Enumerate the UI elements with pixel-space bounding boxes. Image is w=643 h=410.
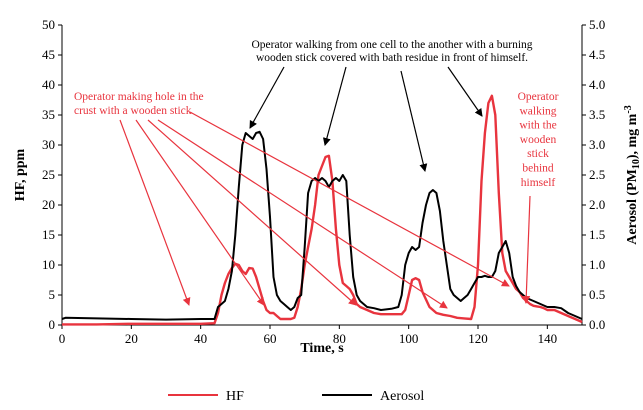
arrow-black-3 [400,70,428,172]
right-tick-label: 1.0 [589,257,605,272]
annotation-black-line-1: Operator walking from one cell to the an… [251,39,532,51]
x-tick-label: 140 [538,331,558,346]
annotation-arrows [119,66,531,309]
left-tick-label: 25 [42,167,55,182]
axes: 0 5 10 15 20 25 30 35 40 45 50 0.0 0.5 1.0 1.5 2.0 2.5 3.… [13,17,642,356]
left-tick-label: 35 [42,107,55,122]
annotation-red-right-line: behind [522,163,554,175]
right-tick-label: 2.0 [589,197,605,212]
right-tick-label: 1.5 [589,227,605,242]
left-tick-label: 0 [49,317,56,332]
arrow-red-4 [157,119,448,309]
legend-label-aerosol: Aerosol [380,389,424,404]
arrow-black-1 [249,66,285,129]
arrow-red-5 [189,111,510,287]
left-tick-label: 15 [42,227,55,242]
x-tick-label: 80 [333,331,346,346]
x-tick-label: 120 [468,331,488,346]
left-tick-label: 5 [49,287,56,302]
right-tick-label: 4.5 [589,47,605,62]
left-tick-label: 45 [42,47,55,62]
arrow-red-6 [522,195,531,304]
annotation-red-right-line: walking [519,105,556,117]
annotation-red-left-line-1: Operator making hole in the [74,91,204,103]
legend: HF Aerosol [168,389,424,404]
left-tick-label: 30 [42,137,55,152]
right-tick-label: 5.0 [589,17,605,32]
annotation-red-right-line: Operator [518,91,559,103]
x-tick-label: 20 [125,331,138,346]
left-tick-label: 40 [42,77,55,92]
annotation-black-line-2: wooden stick covered with bath residue i… [256,52,528,64]
right-tick-label: 2.5 [589,167,605,182]
series-line-aerosol [61,130,583,321]
series-line-hf [62,94,583,326]
annotation-red-right-line: wooden [520,134,557,146]
arrow-black-4 [447,66,483,117]
right-tick-label: 0.5 [589,287,605,302]
arrow-red-1 [119,119,191,306]
left-tick-label: 50 [42,17,55,32]
annotation-red-left-line-2: crust with a wooden stick [74,105,192,117]
x-tick-label: 40 [194,331,207,346]
x-tick-label: 100 [399,331,419,346]
annotations: Operator walking from one cell to the an… [74,39,559,189]
left-axis-title: HF, ppm [13,148,28,201]
series-lines [61,94,583,326]
arrow-black-2 [322,66,347,146]
left-tick-label: 10 [42,257,55,272]
right-tick-label: 3.5 [589,107,605,122]
arrow-red-3 [147,119,357,306]
left-tick-label: 20 [42,197,55,212]
right-tick-label: 0.0 [589,317,605,332]
arrow-red-2 [135,119,265,306]
annotation-red-right-line: stick [527,148,549,160]
right-tick-label: 3.0 [589,137,605,152]
right-axis-title: Aerosol (PM10), mg m-3 [623,105,642,244]
annotation-red-right-line: himself [521,177,556,189]
x-axis-title: Time, s [300,341,344,356]
annotation-red-right-line: with the [519,120,556,132]
legend-label-hf: HF [226,389,244,404]
x-tick-label: 0 [59,331,66,346]
x-tick-label: 60 [264,331,277,346]
right-tick-label: 4.0 [589,77,605,92]
